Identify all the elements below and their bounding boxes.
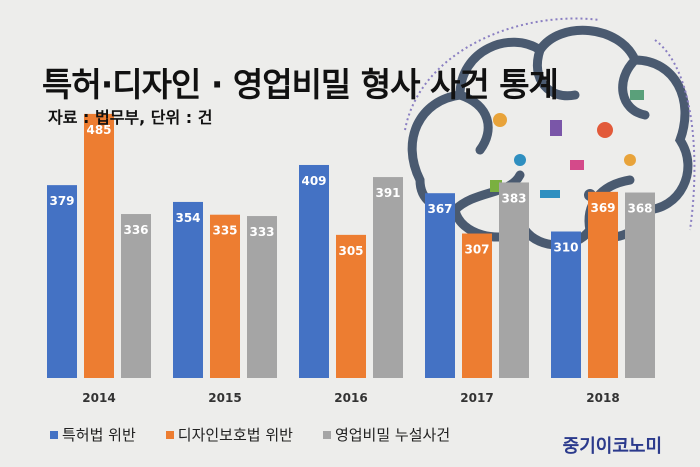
bar [173,201,203,378]
data-label: 369 [590,201,615,215]
bar [336,234,366,378]
bar [299,164,329,378]
bar [551,231,581,378]
legend-swatch-icon [322,430,331,439]
x-tick-label: 2018 [586,391,619,405]
data-label: 485 [86,123,111,137]
data-label: 409 [301,174,326,188]
data-label: 367 [427,202,452,216]
data-label: 335 [212,224,237,238]
bar [121,214,151,378]
legend-item-design: 디자인보호법 위반 [165,424,293,445]
x-tick-label: 2017 [460,391,493,405]
bar [247,216,277,378]
bar [425,193,455,378]
bar [499,182,529,378]
chart-title: 특허·디자인 · 영업비밀 형사 사건 통계 [42,65,559,104]
legend-item-patent: 특허법 위반 [50,424,136,445]
legend-swatch-icon [50,430,58,439]
x-tick-label: 2016 [334,391,367,405]
bar [84,113,114,379]
legend: 특허법 위반 디자인보호법 위반 영업비밀 누설사건 [50,424,450,445]
data-label: 336 [123,223,148,237]
data-label: 305 [338,244,363,258]
data-label: 354 [175,211,200,225]
source-note: 자료 : 법무부, 단위 : 건 [48,108,213,127]
bar [373,177,403,378]
data-label: 379 [49,194,74,208]
data-label: 310 [553,241,578,255]
bar [588,191,618,378]
bar [47,185,77,378]
data-label: 307 [464,243,489,257]
legend-swatch-icon [165,430,174,439]
data-label: 333 [249,225,274,239]
legend-item-trade-secret: 영업비밀 누설사건 [322,424,451,445]
legend-label: 영업비밀 누설사건 [334,426,451,444]
x-tick-label: 2014 [82,391,115,405]
legend-label: 디자인보호법 위반 [177,426,293,444]
brand-logo: 중기이코노미 [562,436,662,457]
legend-label: 특허법 위반 [62,426,136,444]
bar [462,233,492,378]
data-label: 368 [627,202,652,216]
data-label: 383 [501,191,526,205]
bar [625,192,655,378]
data-label: 391 [375,186,400,200]
x-tick-label: 2015 [208,391,241,405]
bar [210,214,240,378]
